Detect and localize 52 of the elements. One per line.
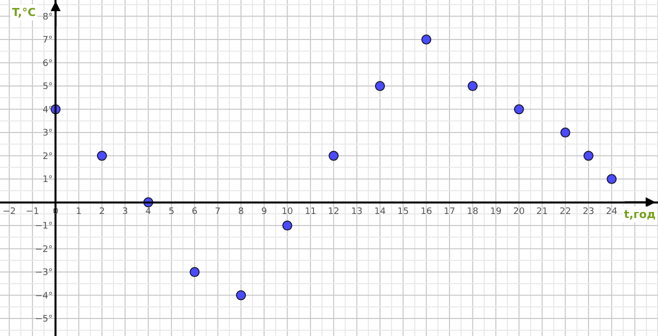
x-tick-label: 8 (238, 207, 244, 218)
y-tick-label: −3° (35, 268, 53, 278)
x-tick-label: 10 (282, 207, 294, 218)
y-tick-label: −2° (35, 244, 53, 255)
x-tick-label: 24 (606, 207, 618, 218)
y-tick-label: −1° (35, 222, 53, 232)
point (236, 290, 246, 300)
point (468, 81, 478, 92)
x-tick-label: 2 (99, 207, 105, 218)
x-tick-label: 19 (490, 207, 502, 218)
point (328, 150, 339, 161)
point (560, 128, 570, 138)
point (421, 34, 432, 45)
x-tick-label: 1 (76, 207, 82, 218)
x-tick-label: 23 (582, 207, 594, 218)
y-tick-label: 2° (42, 152, 53, 162)
x-tick-label: 16 (420, 207, 432, 218)
y-tick-label: 8° (42, 12, 53, 22)
x-tick-label: 12 (328, 207, 340, 218)
x-tick-label: 17 (444, 207, 456, 218)
x-tick-label: 3 (122, 207, 128, 218)
x-tick-label: 22 (560, 207, 572, 218)
x-tick-label: 7 (214, 207, 221, 218)
y-tick-label: −5° (35, 314, 53, 325)
point (190, 267, 200, 278)
point (96, 150, 107, 161)
x-tick-label: 6 (192, 207, 198, 218)
x-tick-label: 20 (513, 207, 525, 218)
point (606, 174, 617, 184)
point (282, 220, 292, 231)
point (514, 104, 524, 114)
point (583, 150, 594, 161)
x-tick-label: 9 (261, 207, 268, 218)
y-tick-label: 5° (42, 82, 53, 92)
x-tick-label: 4 (145, 207, 152, 218)
x-tick-label: 13 (351, 207, 363, 218)
point (374, 81, 385, 92)
y-axis-title: T,°C (12, 6, 36, 19)
x-tick-label: −2 (2, 207, 16, 218)
y-tick-label: 7° (42, 36, 53, 46)
x-axis-title: t,год (624, 208, 656, 221)
y-tick-label: 3° (42, 128, 53, 139)
y-tick-label: 1° (42, 175, 53, 186)
x-tick-label: 14 (374, 207, 386, 218)
x-tick-label: −1 (26, 207, 40, 218)
x-tick-label: 11 (304, 207, 316, 218)
x-tick-label: 5 (168, 207, 174, 218)
x-tick-label: 18 (466, 207, 479, 218)
y-tick-label: 6° (42, 58, 53, 69)
x-tick-label: 15 (397, 207, 409, 218)
y-tick-label: −4° (35, 291, 53, 302)
x-tick-label: 21 (536, 207, 548, 218)
